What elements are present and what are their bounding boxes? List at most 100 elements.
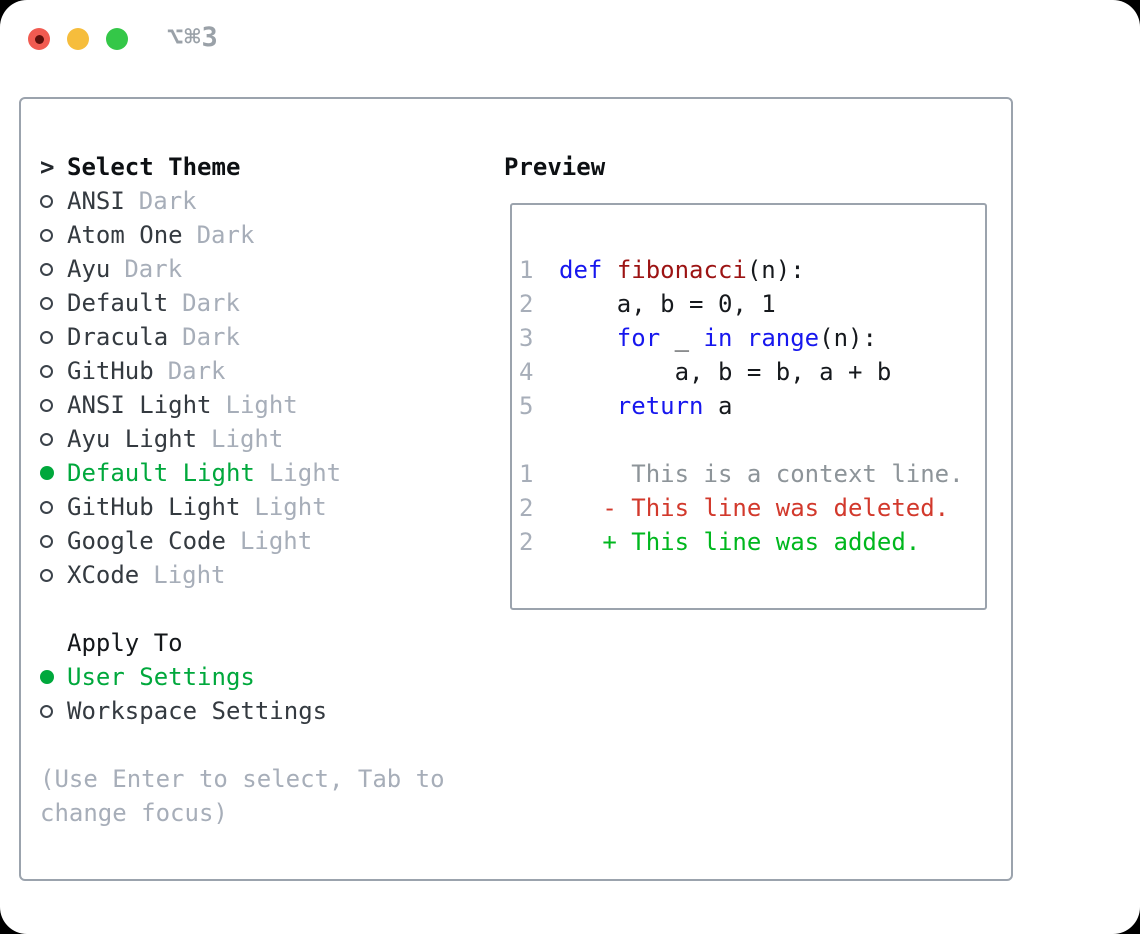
code-segment-plain: (n):: [819, 324, 877, 352]
apply-to-section: Apply To User Settings Workspace Settings: [40, 626, 341, 728]
line-number: 3: [519, 324, 534, 352]
cursor-marker: >: [40, 153, 67, 181]
theme-option-ayu[interactable]: Ayu Dark: [40, 252, 341, 286]
code-line: 2 a, b = 0, 1: [519, 287, 985, 321]
apply-option-label: Workspace Settings: [67, 697, 328, 725]
radio-circle: [40, 568, 53, 582]
theme-variant-badge: Dark: [138, 187, 197, 215]
radio-circle: [40, 432, 53, 446]
code-segment-plain: a: [703, 392, 733, 420]
radio-circle: [40, 364, 53, 378]
theme-variant-badge: Light: [239, 527, 313, 555]
code-line: [519, 423, 985, 457]
theme-variant-badge: Dark: [167, 357, 226, 385]
theme-name: Dracula: [67, 323, 169, 351]
theme-option-ansi-light[interactable]: ANSI Light Light: [40, 388, 341, 422]
theme-list-heading: Select Theme: [67, 153, 241, 181]
radio-icon: [40, 194, 67, 208]
radio-selected-icon: [40, 670, 67, 684]
code-line: 2 + This line was added.: [519, 525, 985, 559]
line-number: 1: [519, 256, 534, 284]
theme-option-default-light[interactable]: Default Light Light: [40, 456, 341, 490]
line-number: 5: [519, 392, 534, 420]
theme-picker-panel: > Select Theme ANSI Dark Atom One Dark Ayu Da…: [19, 97, 1013, 881]
theme-option-ansi[interactable]: ANSI Dark: [40, 184, 341, 218]
radio-circle: [40, 398, 53, 412]
theme-variant-badge: Light: [225, 391, 298, 419]
code-segment-kw: in: [703, 324, 733, 352]
maximize-button[interactable]: [106, 28, 128, 50]
radio-circle: [40, 534, 53, 548]
radio-icon: [40, 568, 67, 582]
radio-circle: [40, 296, 53, 310]
line-number: 4: [519, 358, 534, 386]
titlebar: ⌥⌘3: [0, 0, 1140, 76]
radio-circle: [40, 194, 53, 208]
theme-option-github[interactable]: GitHub Dark: [40, 354, 341, 388]
line-number: 2: [519, 494, 534, 522]
radio-icon: [40, 534, 67, 548]
theme-variant-badge: Light: [254, 493, 327, 521]
radio-icon: [40, 398, 67, 412]
apply-option-user-settings[interactable]: User Settings: [40, 660, 341, 694]
radio-circle: [40, 670, 54, 684]
code-segment-fn: fibonacci: [616, 256, 747, 284]
code-segment-kw: range: [746, 324, 820, 352]
radio-icon: [40, 364, 67, 378]
cursor-arrow-icon: >: [40, 153, 55, 181]
line-number: 2: [519, 290, 534, 318]
code-segment-plain: a, b = 0, 1: [559, 290, 776, 318]
code-segment-add: + This line was added.: [559, 528, 921, 556]
theme-name: Atom One: [67, 221, 183, 249]
code-segment-plain: [602, 256, 616, 284]
apply-option-workspace-settings[interactable]: Workspace Settings: [40, 694, 341, 728]
preview-heading: Preview: [504, 153, 606, 181]
theme-name: Ayu: [67, 255, 111, 283]
theme-name: Google Code: [67, 527, 226, 555]
theme-name: ANSI: [67, 187, 125, 215]
radio-circle: [40, 330, 53, 344]
theme-option-default[interactable]: Default Dark: [40, 286, 341, 320]
code-segment-plain: [732, 324, 746, 352]
theme-variant-badge: Dark: [182, 323, 240, 351]
radio-icon: [40, 330, 67, 344]
line-number: 2: [519, 528, 534, 556]
code-line: 5 return a: [519, 389, 985, 423]
code-line: 2 - This line was deleted.: [519, 491, 985, 525]
apply-option-label: User Settings: [67, 663, 255, 691]
theme-name: GitHub Light: [67, 493, 241, 521]
window-title-shortcut: ⌥⌘3: [167, 22, 219, 53]
keyboard-hint: (Use Enter to select, Tab to change focu…: [40, 765, 445, 827]
theme-list-items: ANSI Dark Atom One Dark Ayu Dark Default Dark Dr…: [40, 184, 341, 592]
code-segment-kw: for: [616, 324, 661, 352]
theme-name: Ayu Light: [67, 425, 198, 453]
theme-option-xcode[interactable]: XCode Light: [40, 558, 341, 592]
code-segment-plain: [559, 392, 617, 420]
radio-circle: [40, 262, 53, 276]
radio-selected-icon: [40, 466, 67, 480]
code-segment-ctx: This is a context line.: [559, 460, 964, 488]
theme-selector: > Select Theme ANSI Dark Atom One Dark Ayu Da…: [40, 150, 341, 728]
code-segment-kw: return: [616, 392, 704, 420]
theme-option-atom-one[interactable]: Atom One Dark: [40, 218, 341, 252]
theme-variant-badge: Dark: [124, 255, 183, 283]
theme-option-dracula[interactable]: Dracula Dark: [40, 320, 341, 354]
code-segment-plain: a, b = b, a + b: [559, 358, 892, 386]
theme-option-google-code[interactable]: Google Code Light: [40, 524, 341, 558]
minimize-button[interactable]: [67, 28, 89, 50]
theme-option-github-light[interactable]: GitHub Light Light: [40, 490, 341, 524]
theme-name: ANSI Light: [67, 391, 212, 419]
theme-variant-badge: Light: [153, 561, 226, 589]
theme-name: XCode: [67, 561, 140, 589]
theme-name: Default: [67, 289, 169, 317]
theme-option-ayu-light[interactable]: Ayu Light Light: [40, 422, 341, 456]
radio-circle: [40, 466, 54, 480]
theme-name: Default Light: [67, 459, 255, 487]
close-button[interactable]: [28, 28, 50, 50]
theme-variant-badge: Light: [268, 459, 342, 487]
close-dot-icon: [34, 34, 44, 44]
radio-icon: [40, 296, 67, 310]
theme-variant-badge: Dark: [182, 289, 240, 317]
